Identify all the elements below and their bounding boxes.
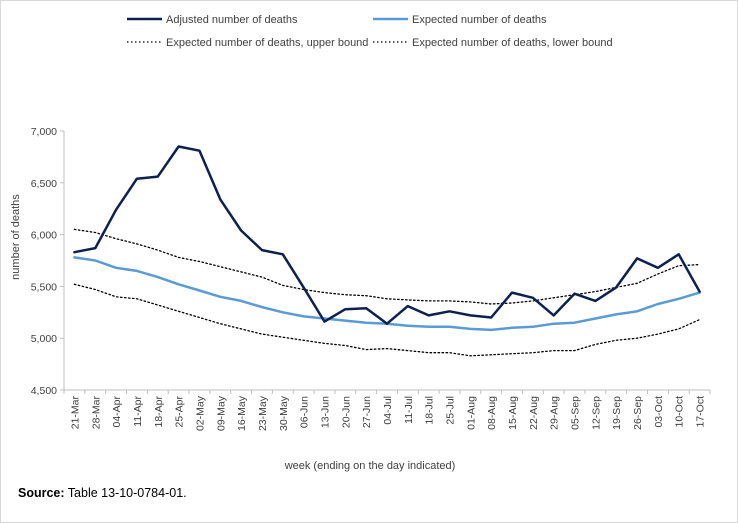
x-tick-label: 21-Mar <box>69 396 81 430</box>
x-tick-label: 25-Apr <box>174 395 186 427</box>
source-text: Table 13-10-0784-01. <box>64 486 187 500</box>
series-line <box>73 145 701 325</box>
x-tick-label: 30-May <box>278 395 290 431</box>
legend-label: Expected number of deaths, lower bound <box>412 37 613 49</box>
y-tick-label: 4,500 <box>31 385 57 397</box>
x-tick-label: 11-Jul <box>403 396 415 424</box>
x-tick-label: 22-Aug <box>528 396 540 430</box>
source-note: Source: Table 13-10-0784-01. <box>18 486 187 500</box>
x-tick-label: 06-Jun <box>299 396 311 428</box>
x-tick-label: 11-Apr <box>132 396 144 427</box>
x-tick-label: 05-Sep <box>570 396 582 430</box>
legend-label: Expected number of deaths <box>412 14 547 26</box>
x-tick-label: 02-May <box>194 395 206 431</box>
x-tick-label: 03-Oct <box>653 396 665 428</box>
legend-label: Expected number of deaths, upper bound <box>166 37 368 49</box>
x-tick-label: 08-Aug <box>486 396 498 430</box>
legend-label: Adjusted number of deaths <box>166 14 298 26</box>
legend: Adjusted number of deaths Expected number… <box>127 14 613 49</box>
x-tick-label: 10-Oct <box>674 396 686 428</box>
x-tick-label: 13-Jun <box>319 396 331 428</box>
y-tick-label: 7,000 <box>31 126 57 138</box>
x-tick-label: 17-Oct <box>695 396 707 428</box>
x-axis-title: week (ending on the day indicated) <box>284 460 456 472</box>
x-tick-label: 18-Jul <box>424 396 436 425</box>
x-tick-label: 09-May <box>215 395 227 431</box>
source-label: Source: <box>18 486 65 500</box>
y-tick-label: 5,500 <box>31 281 57 293</box>
axes: 4,500 5,000 5,500 6,000 6,500 7,000 21-Mar 28-M… <box>31 126 711 431</box>
x-tick-label: 04-Apr <box>111 395 123 427</box>
x-tick-label: 26-Sep <box>632 396 644 430</box>
y-tick-label: 6,500 <box>31 178 57 190</box>
series-line <box>73 228 701 305</box>
series-line <box>73 283 701 357</box>
x-tick-label: 29-Aug <box>549 396 561 430</box>
x-tick-label: 15-Aug <box>507 396 519 430</box>
x-tick-label: 18-Apr <box>153 395 165 427</box>
x-tick-label: 12-Sep <box>590 396 602 430</box>
y-tick-label: 5,000 <box>31 333 57 345</box>
x-tick-label: 16-May <box>236 395 248 431</box>
x-tick-label: 27-Jun <box>361 396 373 428</box>
x-tick-label: 19-Sep <box>611 396 623 430</box>
y-tick-label: 6,000 <box>31 230 57 242</box>
x-tick-label: 20-Jun <box>340 396 352 428</box>
y-axis-title: number of deaths <box>10 194 22 280</box>
x-tick-label: 01-Aug <box>465 396 477 430</box>
x-tick-label: 04-Jul <box>382 396 394 425</box>
series-layer <box>73 145 701 357</box>
x-tick-label: 28-Mar <box>90 396 102 430</box>
x-tick-label: 25-Jul <box>445 396 457 425</box>
x-tick-label: 23-May <box>257 395 269 431</box>
